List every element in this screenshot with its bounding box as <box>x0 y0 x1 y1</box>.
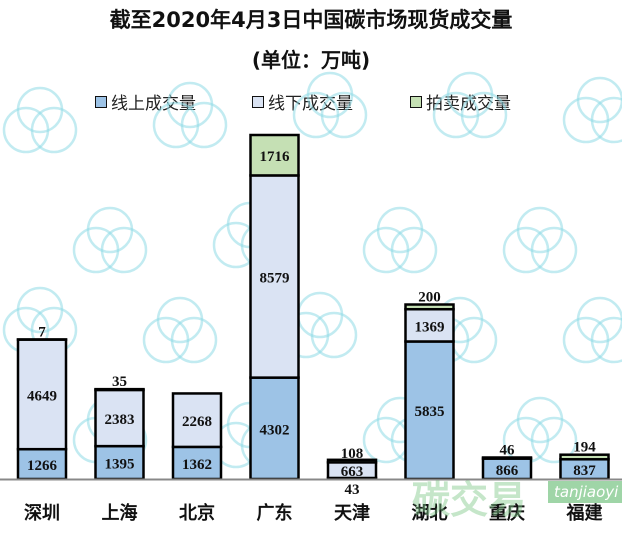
watermark-circle <box>166 81 214 129</box>
watermark-circle <box>516 396 564 444</box>
watermark-circle <box>306 71 354 119</box>
data-label: 35 <box>112 374 127 390</box>
bar-segment-auction <box>481 456 533 460</box>
legend-swatch-auction <box>410 95 422 108</box>
bar-segment-offline <box>249 174 300 379</box>
x-tick-label: 深圳 <box>24 502 60 524</box>
data-label: 1266 <box>27 458 58 474</box>
data-label: 4649 <box>27 388 57 404</box>
data-label: 2383 <box>105 412 135 428</box>
data-label: 5835 <box>415 404 445 420</box>
data-label: 837 <box>573 463 596 479</box>
legend-swatch-offline <box>252 95 264 108</box>
data-label: 194 <box>573 440 596 456</box>
data-label: 1395 <box>105 457 135 473</box>
bar-segment-offline <box>404 307 455 343</box>
watermark-circle <box>86 206 134 254</box>
x-tick-label: 北京 <box>179 502 215 524</box>
data-label: 663 <box>341 464 364 480</box>
watermark-logo: tanjiaoyi <box>410 472 622 522</box>
chart-subtitle: (单位：万吨) <box>251 48 371 72</box>
x-tick-label: 福建 <box>566 502 603 524</box>
legend-label-online: 线上成交量 <box>111 94 196 114</box>
data-label: 1362 <box>182 457 212 473</box>
bar-segment-auction <box>249 133 300 177</box>
watermark-circle <box>516 206 564 254</box>
bar-segment-offline <box>94 388 145 448</box>
watermark-circle <box>156 296 204 344</box>
data-label: 2268 <box>182 414 212 430</box>
data-label: 8579 <box>260 271 290 287</box>
data-label: 43 <box>345 482 360 498</box>
bar-segment-offline <box>171 392 223 449</box>
data-label: 866 <box>496 463 519 479</box>
bar-segment-auction <box>559 453 610 461</box>
watermark-circle <box>576 296 622 344</box>
data-label: 7 <box>38 324 46 340</box>
data-label: 108 <box>341 446 364 462</box>
legend-swatch-online <box>95 95 107 108</box>
bar-segment-online <box>249 376 300 481</box>
watermark-circle <box>576 76 622 124</box>
bar-segment-auction <box>404 303 455 311</box>
chart-title: 截至2020年4月3日中国碳市场现货成交量 <box>109 8 513 32</box>
legend-item-online: 线上成交量 <box>95 89 196 114</box>
data-label: 200 <box>418 290 441 306</box>
data-label: 4302 <box>260 422 290 438</box>
watermark-latin: tanjiaoyi <box>548 481 622 503</box>
bar-segment-auction <box>326 458 378 464</box>
watermark-circle <box>16 286 64 334</box>
bar-segment-offline <box>16 338 68 451</box>
x-tick-label: 上海 <box>102 502 138 524</box>
bar-segment-auction <box>94 387 145 392</box>
watermark-circle <box>16 86 64 134</box>
watermark-circle <box>446 71 494 119</box>
x-tick-label: 湖北 <box>412 503 448 524</box>
bar-segment-online <box>94 444 145 481</box>
x-tick-label: 天津 <box>334 502 370 524</box>
x-tick-label: 重庆 <box>489 502 525 524</box>
data-label: 1369 <box>415 319 445 335</box>
watermark-circle <box>376 206 424 254</box>
data-label: 46 <box>500 443 516 459</box>
watermark-logo-text: 碳交易 <box>412 478 526 522</box>
data-label: 1716 <box>260 149 291 165</box>
x-tick-label: 广东 <box>257 502 293 524</box>
